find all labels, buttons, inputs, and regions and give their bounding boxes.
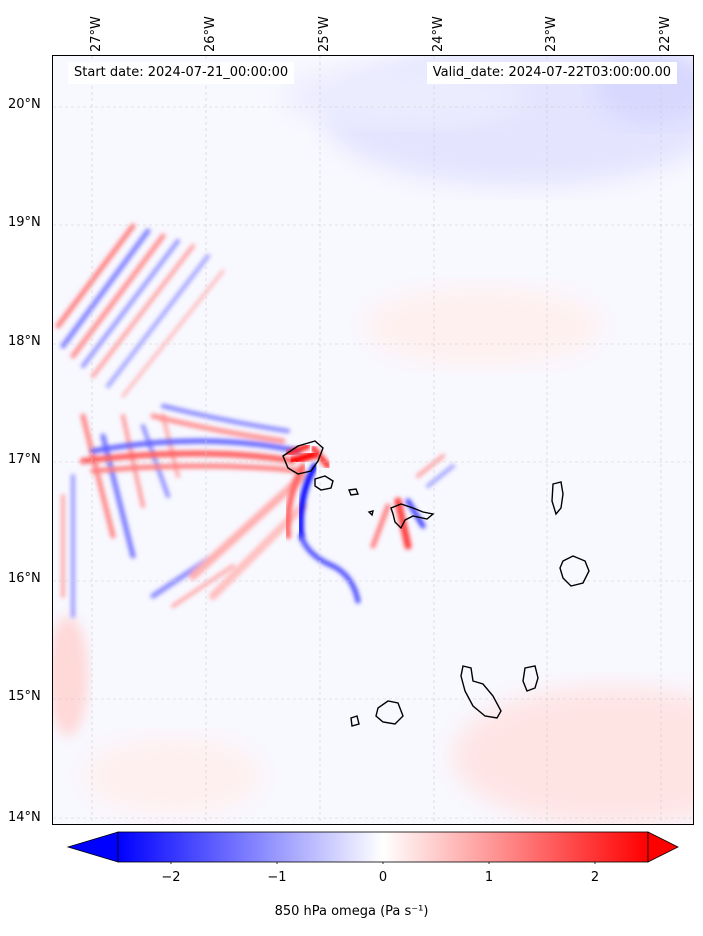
- island-santiago: [460, 665, 502, 719]
- lat-tick-label: 18°N: [8, 334, 41, 349]
- colorbar-extend-max: [647, 831, 679, 863]
- positive-omega-region: [453, 686, 693, 824]
- lon-tick-label: 24°W: [431, 16, 446, 52]
- positive-omega-region: [363, 286, 603, 366]
- lon-tick-label: 23°W: [544, 16, 559, 52]
- lat-tick-label: 15°N: [8, 689, 41, 704]
- lat-tick-label: 20°N: [8, 97, 41, 112]
- lon-tick-label: 22°W: [658, 16, 673, 52]
- colorbar-label: 850 hPa omega (Pa s⁻¹): [274, 904, 429, 919]
- colorbar-extend-min: [66, 831, 119, 863]
- positive-omega-region: [53, 616, 88, 736]
- omega-field-map: [53, 56, 693, 824]
- strong-omega-feature: [284, 443, 361, 604]
- island-santa-luzia: [348, 488, 359, 496]
- map-panel: [52, 55, 694, 825]
- colorbar: [66, 831, 679, 864]
- colorbar-tick-label: 1: [484, 870, 494, 885]
- positive-omega-region: [83, 736, 263, 816]
- lat-tick-label: 14°N: [8, 810, 41, 825]
- island-maio: [522, 665, 539, 692]
- start-date-label: Start date: 2024-07-21_00:00:00: [68, 62, 295, 84]
- island-fogo: [375, 700, 404, 725]
- coastlines: [282, 440, 590, 727]
- island-sal: [551, 481, 564, 516]
- colorbar-body: [117, 831, 649, 863]
- colorbar-tick-label: −1: [267, 870, 287, 885]
- colorbar-tick-label: 2: [590, 870, 600, 885]
- island-boa-vista: [559, 555, 590, 587]
- island-sao-nicolau: [390, 503, 435, 530]
- lon-tick-label: 26°W: [203, 16, 218, 52]
- island-brava: [350, 715, 360, 727]
- island-sao-vicente: [314, 475, 334, 491]
- lat-tick-label: 17°N: [8, 452, 41, 467]
- lon-tick-label: 25°W: [317, 16, 332, 52]
- lat-tick-label: 16°N: [8, 571, 41, 586]
- map-gridlines: [53, 56, 693, 824]
- valid-date-label: Valid_date: 2024-07-22T03:00:00.00: [426, 62, 677, 84]
- lat-tick-label: 19°N: [8, 215, 41, 230]
- colorbar-tick-label: 0: [378, 870, 388, 885]
- colorbar-tick-label: −2: [161, 870, 181, 885]
- wave-band-to-island: [80, 404, 306, 474]
- island-santo-antao: [282, 440, 324, 475]
- lon-tick-label: 27°W: [89, 16, 104, 52]
- gravity-wave-train: [55, 223, 225, 398]
